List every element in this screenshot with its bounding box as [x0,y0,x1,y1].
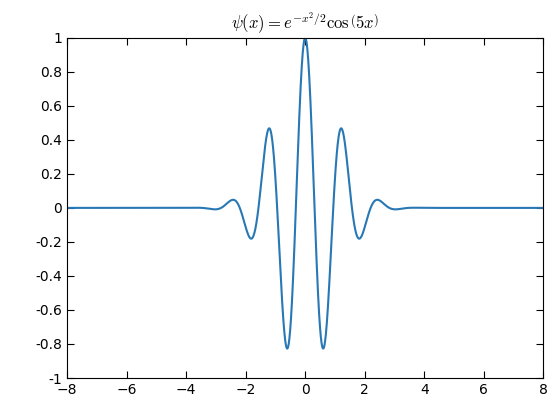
Title: $\psi(x) = e^{-x^2/2}\cos\left(5x\right)$: $\psi(x) = e^{-x^2/2}\cos\left(5x\right)… [231,11,379,37]
